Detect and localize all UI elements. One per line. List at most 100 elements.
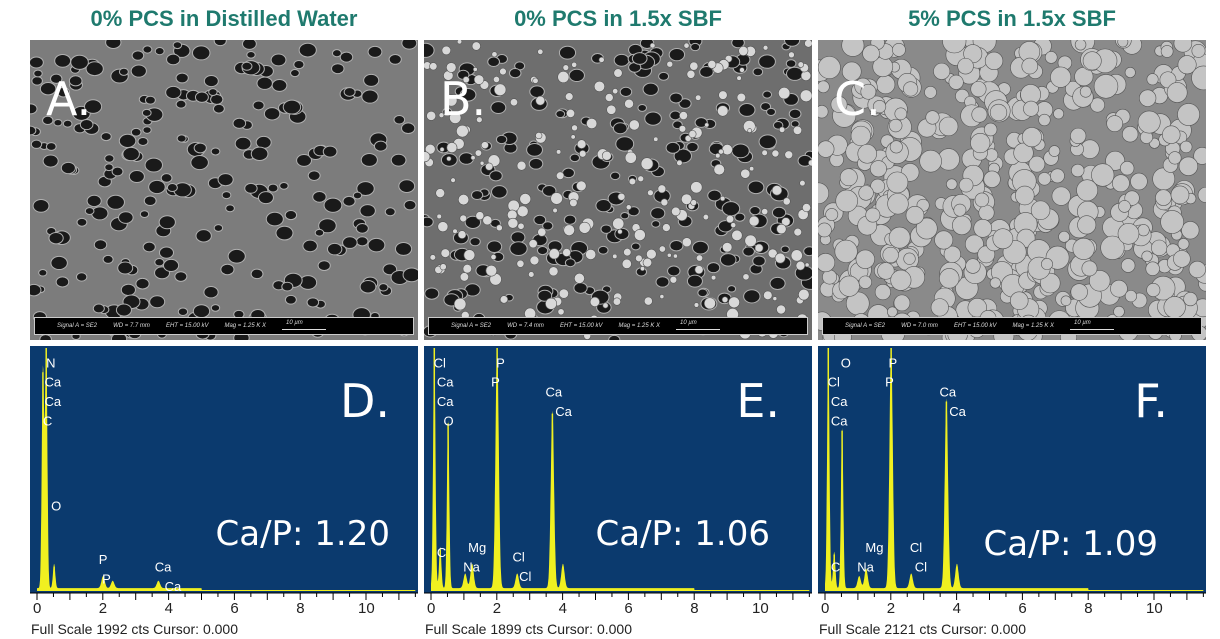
mineral-deposit xyxy=(566,108,576,118)
mineral-deposit xyxy=(439,147,445,152)
mineral-deposit xyxy=(886,171,909,194)
pore xyxy=(111,166,124,177)
mineral-deposit xyxy=(1168,151,1182,165)
full-scale-readout: Full Scale 1899 cts Cursor: 0.000 xyxy=(425,621,632,637)
pore xyxy=(771,206,787,219)
pore xyxy=(769,276,786,290)
mineral-deposit xyxy=(1163,296,1186,319)
mineral-deposit xyxy=(612,253,618,259)
pore xyxy=(195,229,212,243)
peak-label: O xyxy=(51,499,61,514)
sem-wd: WD = 7.7 mm xyxy=(113,323,150,329)
mineral-deposit xyxy=(693,302,700,308)
mineral-deposit xyxy=(574,272,585,284)
pore xyxy=(244,182,258,194)
mineral-deposit xyxy=(569,198,578,207)
mineral-deposit xyxy=(1077,215,1097,235)
mineral-deposit xyxy=(690,181,703,194)
pore xyxy=(128,169,145,184)
mineral-deposit xyxy=(643,296,653,306)
pore xyxy=(256,76,273,90)
pore xyxy=(655,276,670,288)
axis-area xyxy=(818,593,1206,639)
sem-wd: WD = 7.0 mm xyxy=(901,323,938,329)
pore xyxy=(118,211,134,224)
pore xyxy=(398,179,416,193)
mineral-deposit xyxy=(772,296,778,302)
mineral-deposit xyxy=(1023,100,1039,117)
mineral-deposit xyxy=(738,45,749,56)
x-tick-label: 8 xyxy=(690,600,698,617)
peak-label: P xyxy=(102,572,111,587)
mineral-deposit xyxy=(457,194,470,206)
spectrum-panel-letter: E. xyxy=(736,374,780,428)
pore xyxy=(284,209,298,221)
mineral-deposit xyxy=(702,214,709,221)
mineral-deposit xyxy=(462,264,472,274)
pore xyxy=(255,135,272,149)
mineral-deposit xyxy=(435,188,446,198)
pore xyxy=(130,64,147,78)
peak-label: C xyxy=(831,559,840,574)
pore xyxy=(267,183,279,193)
mineral-deposit xyxy=(565,92,574,101)
mineral-deposit xyxy=(707,59,717,69)
mineral-deposit xyxy=(1160,210,1184,234)
pore xyxy=(203,286,219,299)
mineral-deposit xyxy=(624,151,637,164)
mineral-deposit xyxy=(1137,224,1150,237)
pore xyxy=(120,283,136,297)
peak-label: Ca xyxy=(831,414,848,429)
ca-p-ratio: Ca/P: 1.06 xyxy=(595,514,771,554)
mineral-deposit xyxy=(1050,66,1072,88)
mineral-deposit xyxy=(676,159,683,166)
pore xyxy=(317,260,331,271)
pore xyxy=(766,107,776,116)
pore xyxy=(137,136,149,146)
mineral-deposit xyxy=(1048,145,1061,157)
pore xyxy=(42,154,59,168)
sem-info-bar: Signal A = SE2 WD = 7.4 mm EHT = 15.00 k… xyxy=(428,317,808,335)
ca-p-ratio: Ca/P: 1.09 xyxy=(983,524,1159,564)
pore xyxy=(194,91,209,103)
mineral-deposit xyxy=(1178,156,1199,176)
mineral-deposit xyxy=(1141,250,1153,262)
mineral-deposit xyxy=(953,203,967,217)
mineral-deposit xyxy=(436,213,442,220)
peak-label: O xyxy=(443,414,453,429)
pore xyxy=(62,119,73,128)
eds-spectrum: Cl Ca Ca O C Mg Na P P Ca Ca Cl Cl 0 2 4 6 8 10 E. Ca/P: 1… xyxy=(424,346,812,639)
mineral-deposit xyxy=(788,51,795,59)
pore xyxy=(486,240,503,253)
mineral-deposit xyxy=(606,104,617,115)
pore xyxy=(665,141,681,154)
mineral-deposit xyxy=(703,297,716,310)
mineral-deposit xyxy=(888,118,903,133)
pore xyxy=(139,210,150,219)
mineral-deposit xyxy=(784,150,794,160)
spectrum-plot: N Ca Ca C O PP Ca Ca 0 2 4 6 8 10 xyxy=(30,346,418,639)
ca-p-ratio: Ca/P: 1.20 xyxy=(215,514,391,554)
mineral-deposit xyxy=(793,227,802,237)
pore xyxy=(143,195,157,206)
mineral-deposit xyxy=(721,296,729,303)
pore xyxy=(39,81,57,96)
mineral-deposit xyxy=(838,275,860,297)
pore xyxy=(495,134,508,145)
pore xyxy=(360,153,378,167)
x-tick-label: 4 xyxy=(953,600,961,617)
pore xyxy=(760,102,772,112)
mineral-deposit xyxy=(623,248,632,257)
pore xyxy=(612,122,628,135)
pore xyxy=(154,47,165,56)
mineral-deposit xyxy=(747,128,753,133)
pore xyxy=(56,86,70,98)
mineral-deposit xyxy=(892,42,906,57)
mineral-deposit xyxy=(462,76,470,84)
mineral-deposit xyxy=(719,195,726,202)
mineral-deposit xyxy=(459,214,468,223)
peak-label: P xyxy=(885,375,894,390)
pore xyxy=(747,180,765,195)
pore xyxy=(210,93,224,105)
mineral-deposit xyxy=(1105,150,1126,171)
